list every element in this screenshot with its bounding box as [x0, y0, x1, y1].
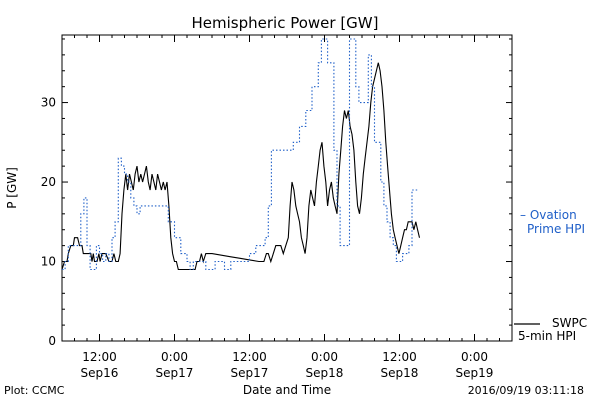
y-axis-ticks: 0 10 20 30: [41, 38, 512, 348]
x-tick-date-label: Sep19: [456, 366, 494, 380]
x-tick-time-label: 12:00: [82, 350, 117, 364]
legend-swpc-label-line2: 5-min HPI: [518, 329, 576, 343]
x-tick-time-label: 12:00: [232, 350, 267, 364]
y-tick-label: 0: [48, 334, 56, 348]
footer-timestamp: 2016/09/19 03:11:18: [468, 384, 584, 397]
legend-swpc-label: SWPC: [552, 316, 587, 330]
ovation-prime-hpi-line: [62, 38, 419, 271]
x-tick-date-label: Sep17: [231, 366, 269, 380]
chart-title: Hemispheric Power [GW]: [192, 14, 379, 32]
legend-ovation-label-line2: Prime HPI: [527, 222, 585, 236]
x-tick-time-label: 12:00: [382, 350, 417, 364]
footer-plot-credit: Plot: CCMC: [4, 384, 65, 397]
plot-frame: [61, 34, 513, 342]
x-tick-time-label: 0:00: [461, 350, 488, 364]
y-axis-label: P [GW]: [5, 167, 19, 209]
x-tick-date-label: Sep16: [81, 366, 119, 380]
legend-ovation-label: – Ovation: [520, 208, 577, 222]
y-tick-label: 20: [41, 175, 56, 189]
x-axis-ticks: 12:00 Sep16 0:00 Sep17 12:00 Sep17 0:00 Sep18 12…: [74, 35, 500, 380]
x-tick-time-label: 0:00: [161, 350, 188, 364]
series-lines: [61, 38, 421, 271]
x-tick-date-label: Sep18: [306, 366, 344, 380]
x-axis-label: Date and Time: [243, 383, 331, 397]
swpc-hpi-line: [61, 62, 421, 271]
x-tick-date-label: Sep17: [156, 366, 194, 380]
y-tick-label: 10: [41, 255, 56, 269]
y-tick-label: 30: [41, 96, 56, 110]
x-tick-time-label: 0:00: [311, 350, 338, 364]
x-tick-date-label: Sep18: [381, 366, 419, 380]
